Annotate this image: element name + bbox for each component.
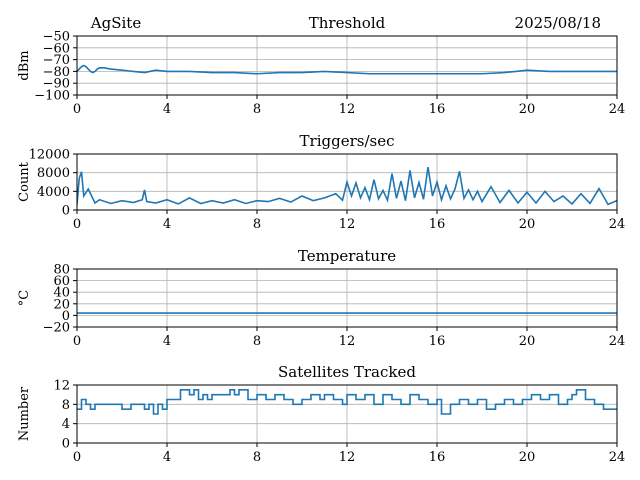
triggers-title: Triggers/sec <box>300 132 395 150</box>
threshold-x-tick-label-2: 8 <box>253 102 261 117</box>
temperature-y-tick-label-1: 0 <box>62 309 70 324</box>
threshold-x-tick-label-4: 16 <box>429 102 446 117</box>
triggers-series-line-0 <box>77 166 617 206</box>
triggers-x-tick-label-4: 16 <box>429 217 446 232</box>
satellites-y-tick-label-2: 8 <box>62 398 70 413</box>
temperature-y-tick-label-2: 20 <box>53 297 70 312</box>
temperature-y-axis-label: °C <box>17 290 32 307</box>
satellites-panel: 0 4 8 12 16 20 24 0 4 8 12 Satellites Tracked Number <box>17 363 625 465</box>
satellites-x-tick-label-1: 4 <box>163 450 171 465</box>
triggers-x-tick-label-6: 24 <box>609 217 626 232</box>
satellites-x-tick-label-2: 8 <box>253 450 261 465</box>
triggers-y-tick-label-2: 8000 <box>37 166 70 181</box>
triggers-y-axis-label: Count <box>17 161 32 202</box>
threshold-x-tick-label-6: 24 <box>609 102 626 117</box>
satellites-x-tick-label-3: 12 <box>339 450 356 465</box>
satellites-y-tick-label-1: 4 <box>62 417 70 432</box>
temperature-x-tick-label-2: 8 <box>253 334 261 349</box>
temperature-x-tick-label-3: 12 <box>339 334 356 349</box>
satellites-x-tick-label-4: 16 <box>429 450 446 465</box>
triggers-y-tick-label-0: 0 <box>62 204 70 219</box>
triggers-x-tick-label-0: 0 <box>73 217 81 232</box>
triggers-y-tick-label-1: 4000 <box>37 185 70 200</box>
triggers-x-tick-label-2: 8 <box>253 217 261 232</box>
temperature-y-tick-label-3: 40 <box>53 286 70 301</box>
triggers-x-tick-label-5: 20 <box>519 217 536 232</box>
threshold-y-tick-label-1: −90 <box>43 77 70 92</box>
threshold-x-tick-label-3: 12 <box>339 102 356 117</box>
threshold-x-tick-label-5: 20 <box>519 102 536 117</box>
temperature-y-tick-label-0: −20 <box>43 321 70 336</box>
report-date: 2025/08/18 <box>515 14 601 32</box>
satellites-y-tick-label-0: 0 <box>62 437 70 452</box>
triggers-x-tick-label-3: 12 <box>339 217 356 232</box>
threshold-y-tick-label-3: −70 <box>43 53 70 68</box>
threshold-title: Threshold <box>309 14 386 32</box>
satellites-y-tick-label-3: 12 <box>53 379 70 394</box>
threshold-y-tick-label-4: −60 <box>43 41 70 56</box>
satellites-x-tick-label-5: 20 <box>519 450 536 465</box>
temperature-x-tick-label-1: 4 <box>163 334 171 349</box>
threshold-y-tick-label-5: −50 <box>43 30 70 45</box>
chart-panels: 0 4 8 12 16 20 24 −100−90−80−70−60−50 Threshold d… <box>17 14 625 465</box>
temperature-x-tick-label-4: 16 <box>429 334 446 349</box>
triggers-y-tick-label-3: 12000 <box>29 148 70 163</box>
threshold-x-tick-label-0: 0 <box>73 102 81 117</box>
temperature-title: Temperature <box>298 247 396 265</box>
satellites-title: Satellites Tracked <box>278 363 416 381</box>
temperature-x-tick-label-5: 20 <box>519 334 536 349</box>
triggers-panel: 0 4 8 12 16 20 24 0 4000 8000 12000 Triggers/sec Cou… <box>17 132 625 232</box>
threshold-x-tick-label-1: 4 <box>163 102 171 117</box>
satellites-series-line-0 <box>77 389 617 415</box>
threshold-series-line-0 <box>77 64 617 75</box>
temperature-y-tick-label-5: 80 <box>53 263 70 278</box>
temperature-x-tick-label-6: 24 <box>609 334 626 349</box>
threshold-y-tick-label-0: −100 <box>34 89 70 104</box>
site-name: AgSite <box>90 14 142 32</box>
threshold-panel: 0 4 8 12 16 20 24 −100−90−80−70−60−50 Threshold d… <box>17 14 625 117</box>
temperature-x-tick-label-0: 0 <box>73 334 81 349</box>
satellites-x-tick-label-0: 0 <box>73 450 81 465</box>
threshold-y-tick-label-2: −80 <box>43 65 70 80</box>
satellites-x-tick-label-6: 24 <box>609 450 626 465</box>
triggers-x-tick-label-1: 4 <box>163 217 171 232</box>
temperature-y-tick-label-4: 60 <box>53 274 70 289</box>
satellites-y-axis-label: Number <box>17 386 32 441</box>
threshold-y-axis-label: dBm <box>17 50 32 80</box>
